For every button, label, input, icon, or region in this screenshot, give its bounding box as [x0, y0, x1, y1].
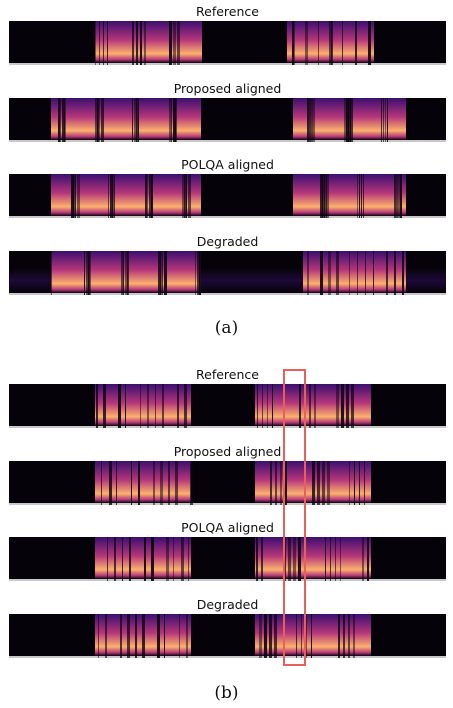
panel-title-b-polqa-aligned: POLQA aligned — [181, 520, 274, 535]
spectrogram-b-polqa-aligned — [9, 537, 446, 581]
caption-b: (b) — [214, 683, 239, 703]
panel-title-a-proposed-aligned: Proposed aligned — [173, 81, 282, 96]
panel-title-a-reference: Reference — [196, 4, 259, 19]
spectrogram-b-proposed-aligned — [9, 461, 446, 505]
spectrogram-a-polqa-aligned — [9, 174, 446, 218]
spectrogram-b-degraded — [9, 614, 446, 658]
panel-title-b-degraded: Degraded — [196, 597, 259, 612]
panel-title-a-polqa-aligned: POLQA aligned — [181, 157, 274, 172]
panel-title-b-proposed-aligned: Proposed aligned — [173, 444, 282, 459]
spectrogram-a-proposed-aligned — [9, 98, 446, 142]
spectrogram-a-reference — [9, 21, 446, 65]
panel-title-a-degraded: Degraded — [196, 234, 259, 249]
spectrogram-a-degraded — [9, 251, 446, 295]
caption-a: (a) — [214, 318, 239, 338]
panel-title-b-reference: Reference — [196, 367, 259, 382]
highlight-box — [283, 369, 306, 666]
spectrogram-b-reference — [9, 384, 446, 428]
